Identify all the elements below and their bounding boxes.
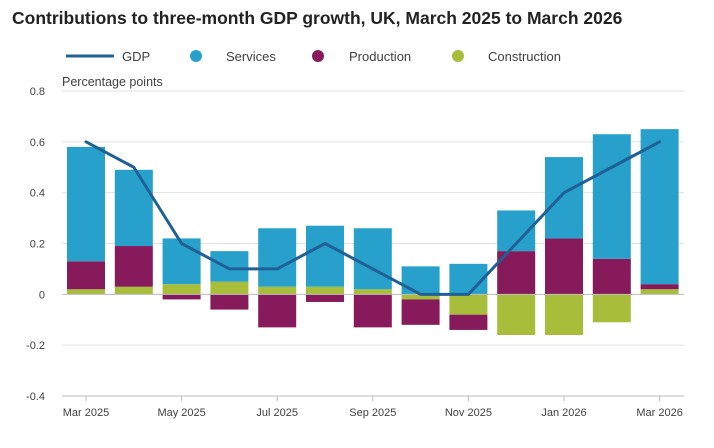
bar-production: [545, 238, 583, 295]
bar-construction: [306, 286, 344, 295]
bar-production: [353, 294, 392, 328]
y-tick-label: 0.6: [30, 137, 45, 149]
x-tick-label: Mar 2025: [63, 407, 109, 419]
y-tick-label: 0.2: [30, 239, 45, 251]
bar-services: [210, 251, 249, 282]
bar-services: [162, 238, 201, 285]
legend-construction-marker: [452, 50, 464, 62]
bar-services: [258, 228, 297, 287]
gdp-line: [84, 140, 662, 296]
bar-construction: [67, 289, 105, 295]
bar-construction: [353, 289, 392, 295]
bar-construction: [449, 294, 488, 315]
bars: [67, 129, 679, 335]
y-axis-ticks: -0.4 -0.2 0 0.2 0.4 0.6 0.8: [26, 86, 45, 403]
gdp-line-series: [84, 140, 662, 296]
x-tick-label: Mar 2026: [636, 407, 682, 419]
bar-production: [640, 284, 679, 290]
y-tick-label: 0.4: [30, 188, 45, 200]
bar-group: [162, 238, 201, 300]
bar-group: [449, 263, 488, 330]
bar-construction: [258, 286, 297, 295]
bar-construction: [497, 294, 536, 335]
bar-group: [497, 210, 536, 335]
bar-group: [67, 146, 105, 295]
bar-construction: [210, 281, 249, 295]
y-tick-label: 0: [39, 289, 45, 301]
chart-title: Contributions to three-month GDP growth,…: [12, 8, 623, 28]
y-axis-label: Percentage points: [62, 75, 163, 89]
bar-services: [306, 225, 344, 287]
bar-services: [401, 266, 440, 295]
bar-group: [306, 225, 344, 302]
bar-group: [210, 251, 249, 310]
bar-production: [401, 299, 440, 325]
bar-construction: [162, 284, 201, 295]
legend-construction-label: Construction: [488, 49, 561, 64]
bar-group: [114, 169, 153, 295]
bar-group: [258, 228, 297, 328]
bar-production: [449, 314, 488, 330]
y-tick-label: -0.2: [26, 340, 45, 352]
bar-group: [401, 266, 440, 325]
bar-services: [67, 146, 105, 262]
x-tick-label: Nov 2025: [445, 407, 492, 419]
bar-production: [67, 261, 105, 290]
bar-services: [353, 228, 392, 290]
bar-production: [162, 294, 201, 300]
legend-production-label: Production: [349, 49, 411, 64]
x-tick-label: Sep 2025: [349, 407, 396, 419]
bar-production: [258, 294, 297, 328]
bar-group: [640, 129, 679, 295]
legend-services-label: Services: [226, 49, 276, 64]
bar-construction: [401, 294, 440, 300]
bar-production: [210, 294, 249, 310]
y-tick-label: -0.4: [26, 391, 45, 403]
x-tick-label: Jul 2025: [256, 407, 298, 419]
y-tick-label: 0.8: [30, 86, 45, 98]
x-axis: Mar 2025 May 2025 Jul 2025 Sep 2025 Nov 2025…: [62, 395, 684, 419]
x-tick-label: Jan 2026: [541, 407, 586, 419]
bar-services: [545, 157, 583, 239]
bar-services: [640, 129, 679, 285]
bar-construction: [545, 294, 583, 335]
bar-construction: [640, 289, 679, 295]
legend-production-marker: [312, 50, 324, 62]
legend-services-marker: [190, 50, 202, 62]
bar-services: [114, 169, 153, 247]
bar-construction: [592, 294, 631, 323]
bar-production: [306, 294, 344, 302]
legend-gdp-label: GDP: [122, 49, 150, 64]
x-tick-label: May 2025: [157, 407, 205, 419]
bar-services: [592, 134, 631, 259]
bar-group: [353, 228, 392, 328]
bar-group: [545, 157, 583, 335]
legend: GDP Services Production Construction: [66, 49, 561, 64]
bar-production: [592, 258, 631, 295]
bar-production: [114, 246, 153, 287]
bar-construction: [114, 286, 153, 295]
bar-group: [592, 134, 631, 323]
